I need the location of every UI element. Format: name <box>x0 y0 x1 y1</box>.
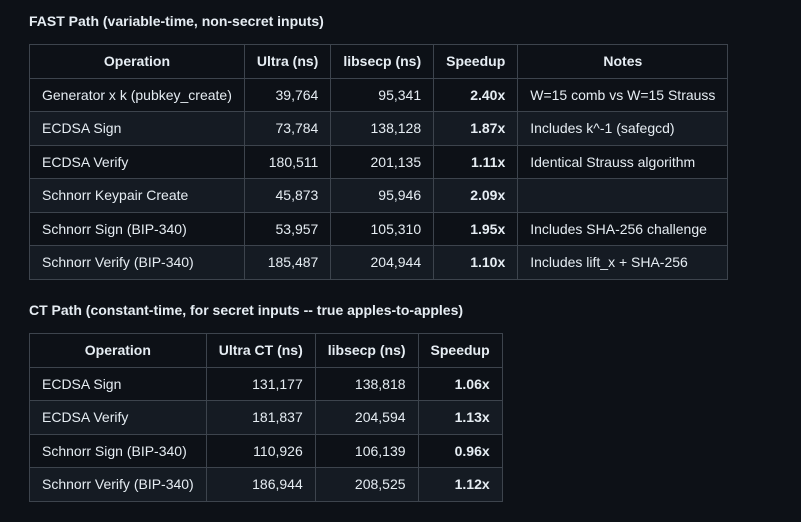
operation-cell: Generator x k (pubkey_create) <box>29 77 245 112</box>
libsecp-ns-cell: 95,341 <box>330 77 435 112</box>
column-header-speedup: Speedup <box>417 333 503 368</box>
ultra-ns-cell: 180,511 <box>243 144 332 179</box>
operation-cell: Schnorr Verify (BIP-340) <box>29 467 207 502</box>
speedup-cell: 1.11x <box>433 144 519 179</box>
column-header-operation: Operation <box>29 44 245 79</box>
notes-cell: Includes lift_x + SHA-256 <box>517 245 729 280</box>
libsecp-ns-cell: 138,818 <box>314 366 419 401</box>
operation-cell: Schnorr Keypair Create <box>29 178 245 213</box>
column-header-speedup: Speedup <box>433 44 519 79</box>
operation-cell: ECDSA Sign <box>29 111 245 146</box>
speedup-cell: 0.96x <box>417 433 503 468</box>
fast-path-table: Operation Ultra (ns) libsecp (ns) Speedu… <box>29 44 729 280</box>
table-row: ECDSA Sign 131,177 138,818 1.06x <box>29 366 503 401</box>
table-row: Schnorr Sign (BIP-340) 110,926 106,139 0… <box>29 433 503 468</box>
notes-cell: Includes SHA-256 challenge <box>517 211 729 246</box>
speedup-cell: 1.13x <box>417 400 503 435</box>
speedup-cell: 1.12x <box>417 467 503 502</box>
operation-cell: ECDSA Verify <box>29 144 245 179</box>
ultra-ct-ns-cell: 131,177 <box>205 366 316 401</box>
speedup-cell: 2.09x <box>433 178 519 213</box>
ct-path-table: Operation Ultra CT (ns) libsecp (ns) Spe… <box>29 333 503 502</box>
column-header-libsecp: libsecp (ns) <box>314 333 419 368</box>
ultra-ns-cell: 53,957 <box>243 211 332 246</box>
notes-cell: Includes k^-1 (safegcd) <box>517 111 729 146</box>
table-row: Schnorr Keypair Create 45,873 95,946 2.0… <box>29 178 729 213</box>
column-header-ultra: Ultra (ns) <box>243 44 332 79</box>
libsecp-ns-cell: 204,944 <box>330 245 435 280</box>
libsecp-ns-cell: 105,310 <box>330 211 435 246</box>
ultra-ct-ns-cell: 186,944 <box>205 467 316 502</box>
ultra-ns-cell: 73,784 <box>243 111 332 146</box>
speedup-cell: 1.06x <box>417 366 503 401</box>
libsecp-ns-cell: 204,594 <box>314 400 419 435</box>
column-header-libsecp: libsecp (ns) <box>330 44 435 79</box>
speedup-cell: 2.40x <box>433 77 519 112</box>
table-row: ECDSA Verify 180,511 201,135 1.11x Ident… <box>29 144 729 179</box>
ct-path-heading: CT Path (constant-time, for secret input… <box>29 302 464 318</box>
table-header-row: Operation Ultra CT (ns) libsecp (ns) Spe… <box>29 333 503 368</box>
ultra-ct-ns-cell: 181,837 <box>205 400 316 435</box>
libsecp-ns-cell: 201,135 <box>330 144 435 179</box>
column-header-ultra-ct: Ultra CT (ns) <box>205 333 316 368</box>
table-header-row: Operation Ultra (ns) libsecp (ns) Speedu… <box>29 44 729 79</box>
speedup-cell: 1.95x <box>433 211 519 246</box>
notes-cell <box>517 178 729 213</box>
notes-cell: Identical Strauss algorithm <box>517 144 729 179</box>
operation-cell: Schnorr Sign (BIP-340) <box>29 211 245 246</box>
libsecp-ns-cell: 208,525 <box>314 467 419 502</box>
libsecp-ns-cell: 106,139 <box>314 433 419 468</box>
table-row: Schnorr Sign (BIP-340) 53,957 105,310 1.… <box>29 211 729 246</box>
ultra-ct-ns-cell: 110,926 <box>205 433 316 468</box>
operation-cell: Schnorr Sign (BIP-340) <box>29 433 207 468</box>
libsecp-ns-cell: 95,946 <box>330 178 435 213</box>
fast-path-heading: FAST Path (variable-time, non-secret inp… <box>29 13 324 29</box>
table-row: ECDSA Sign 73,784 138,128 1.87x Includes… <box>29 111 729 146</box>
column-header-notes: Notes <box>517 44 729 79</box>
speedup-cell: 1.10x <box>433 245 519 280</box>
operation-cell: ECDSA Verify <box>29 400 207 435</box>
libsecp-ns-cell: 138,128 <box>330 111 435 146</box>
operation-cell: Schnorr Verify (BIP-340) <box>29 245 245 280</box>
ultra-ns-cell: 185,487 <box>243 245 332 280</box>
table-row: ECDSA Verify 181,837 204,594 1.13x <box>29 400 503 435</box>
column-header-operation: Operation <box>29 333 207 368</box>
notes-cell: W=15 comb vs W=15 Strauss <box>517 77 729 112</box>
operation-cell: ECDSA Sign <box>29 366 207 401</box>
speedup-cell: 1.87x <box>433 111 519 146</box>
ultra-ns-cell: 39,764 <box>243 77 332 112</box>
table-row: Schnorr Verify (BIP-340) 185,487 204,944… <box>29 245 729 280</box>
table-row: Schnorr Verify (BIP-340) 186,944 208,525… <box>29 467 503 502</box>
table-row: Generator x k (pubkey_create) 39,764 95,… <box>29 77 729 112</box>
ultra-ns-cell: 45,873 <box>243 178 332 213</box>
